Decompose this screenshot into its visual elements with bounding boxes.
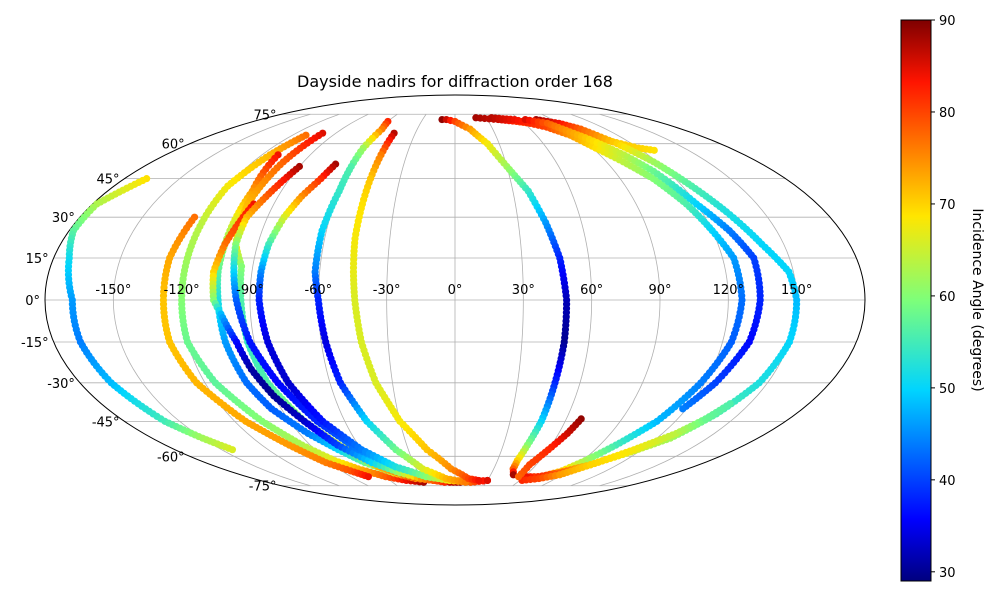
- meridian-line: [386, 114, 427, 486]
- longitude-tick-label: 120°: [713, 283, 744, 298]
- longitude-tick-label: -90°: [236, 283, 264, 298]
- colorbar-tick-label: 50: [939, 382, 956, 397]
- data-point: [726, 400, 734, 408]
- data-point: [650, 146, 658, 154]
- colorbar-tick-label: 40: [939, 474, 956, 489]
- longitude-tick-label: 30°: [512, 283, 535, 298]
- meridian-line: [512, 113, 593, 487]
- data-point: [514, 473, 523, 481]
- colorbar-label: Incidence Angle (degrees): [969, 208, 985, 391]
- longitude-tick-labels: -150° -120° -90° -60° -30° 0° 30° 60° 90° 120° 150…: [95, 283, 812, 298]
- colorbar: [900, 19, 932, 582]
- latitude-tick-label: -45°: [92, 415, 120, 430]
- latitude-tick-label: -75°: [249, 480, 277, 495]
- latitude-tick-label: 30°: [52, 211, 75, 226]
- latitude-tick-label: -15°: [21, 336, 49, 351]
- longitude-tick-label: 90°: [648, 283, 671, 298]
- colorbar-tick-label: 90: [939, 14, 956, 29]
- data-point: [679, 405, 687, 413]
- latitude-tick-label: 75°: [253, 108, 276, 123]
- meridian-line: [541, 113, 661, 487]
- latitude-tick-label: 45°: [97, 173, 120, 188]
- colorbar-tick-label: 70: [939, 198, 956, 213]
- longitude-tick-label: -30°: [373, 283, 401, 298]
- longitude-tick-label: -120°: [164, 283, 200, 298]
- latitude-tick-label: 60°: [162, 138, 185, 153]
- colorbar-tick-label: 60: [939, 290, 956, 305]
- latitude-tick-label: -30°: [47, 377, 75, 392]
- latitude-tick-label: 0°: [25, 294, 40, 309]
- colorbar-ticks: 30 40 50 60 70 80 90: [931, 14, 956, 581]
- scatter-points: [64, 114, 801, 486]
- colorbar-tick-label: 80: [939, 106, 956, 121]
- longitude-tick-label: -150°: [95, 283, 131, 298]
- data-point: [364, 473, 372, 481]
- data-point: [483, 476, 492, 485]
- chart-title: Dayside nadirs for diffraction order 168: [297, 72, 613, 91]
- latitude-tick-label: -60°: [157, 450, 185, 465]
- data-point: [475, 476, 483, 485]
- colorbar-tick-label: 30: [939, 566, 956, 581]
- longitude-tick-label: 0°: [448, 283, 463, 298]
- longitude-tick-label: 150°: [781, 283, 812, 298]
- map-boundary: [44, 94, 866, 506]
- latitude-tick-label: 15°: [26, 252, 49, 267]
- latitude-tick-labels: -75° -60° -45° -30° -15° 0° 15° 30° 45° 60° 75°: [21, 108, 277, 494]
- longitude-tick-label: 60°: [580, 283, 603, 298]
- data-point: [228, 446, 237, 454]
- longitude-tick-label: -60°: [304, 283, 332, 298]
